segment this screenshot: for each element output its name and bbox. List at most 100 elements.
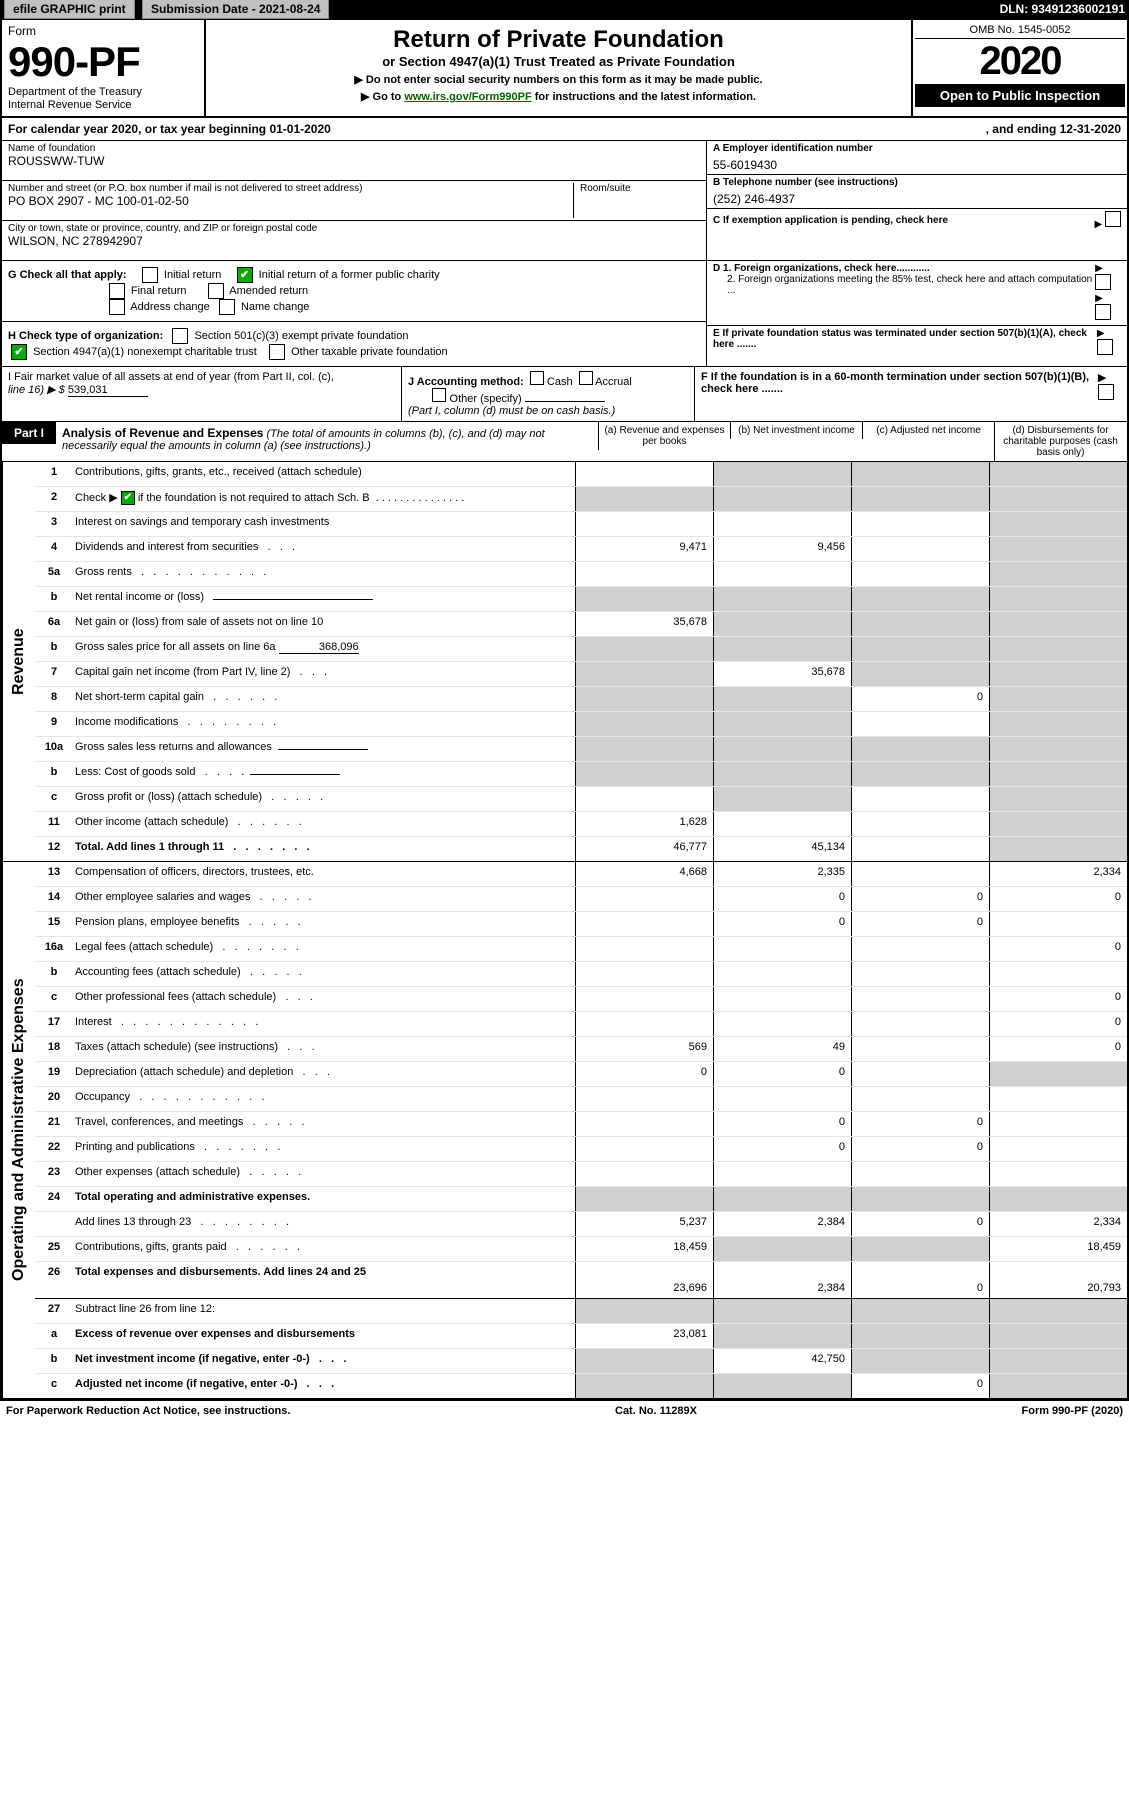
l27a-desc: Excess of revenue over expenses and disb… <box>73 1324 575 1348</box>
cb-d1[interactable] <box>1095 274 1111 290</box>
l13-b: 2,335 <box>713 862 851 886</box>
cb-501c3[interactable] <box>172 328 188 344</box>
d2-label: 2. Foreign organizations meeting the 85%… <box>713 274 1095 296</box>
l22-c: 0 <box>851 1137 989 1161</box>
l5a-desc: Gross rents . . . . . . . . . . . <box>73 562 575 586</box>
col-c-head: (c) Adjusted net income <box>862 422 994 439</box>
l14-d: 0 <box>989 887 1127 911</box>
l8-c: 0 <box>851 687 989 711</box>
l18-d: 0 <box>989 1037 1127 1061</box>
open-public: Open to Public Inspection <box>915 84 1125 107</box>
l25-a: 18,459 <box>575 1237 713 1261</box>
l19-b: 0 <box>713 1062 851 1086</box>
l25-d: 18,459 <box>989 1237 1127 1261</box>
submission-btn[interactable]: Submission Date - 2021-08-24 <box>142 0 329 19</box>
note2-pre: ▶ Go to <box>361 91 404 103</box>
l10c-desc: Gross profit or (loss) (attach schedule)… <box>73 787 575 811</box>
l17-d: 0 <box>989 1012 1127 1036</box>
cb-final-return[interactable] <box>109 283 125 299</box>
h-row: H Check type of organization: Section 50… <box>2 322 706 366</box>
l27b-b: 42,750 <box>713 1349 851 1373</box>
h-o3: Other taxable private foundation <box>291 346 448 358</box>
g-o4: Amended return <box>229 285 308 297</box>
cb-4947[interactable]: ✔ <box>11 344 27 360</box>
cal-year-begin: For calendar year 2020, or tax year begi… <box>8 122 331 136</box>
form-subtitle: or Section 4947(a)(1) Trust Treated as P… <box>212 54 905 69</box>
l12-b: 45,134 <box>713 837 851 861</box>
l20-desc: Occupancy . . . . . . . . . . . <box>73 1087 575 1111</box>
dln-label: DLN: 93491236002191 <box>1000 2 1125 16</box>
cb-cash[interactable] <box>530 371 544 385</box>
city-label: City or town, state or province, country… <box>8 223 700 234</box>
l6b-desc: Gross sales price for all assets on line… <box>73 637 575 661</box>
h-o2: Section 4947(a)(1) nonexempt charitable … <box>33 346 257 358</box>
i-line16: line 16) ▶ $ <box>8 384 65 396</box>
opex-label: Operating and Administrative Expenses <box>2 862 35 1398</box>
l14-desc: Other employee salaries and wages . . . … <box>73 887 575 911</box>
cb-sch-b[interactable]: ✔ <box>121 491 135 505</box>
l19-desc: Depreciation (attach schedule) and deple… <box>73 1062 575 1086</box>
cb-d2[interactable] <box>1095 304 1111 320</box>
l4-desc: Dividends and interest from securities .… <box>73 537 575 561</box>
form-prefix: Form <box>8 24 198 38</box>
form-number: 990-PF <box>8 38 198 86</box>
l1-desc: Contributions, gifts, grants, etc., rece… <box>73 462 575 486</box>
l19-a: 0 <box>575 1062 713 1086</box>
exemption-checkbox[interactable] <box>1105 211 1121 227</box>
col-d-head: (d) Disbursements for charitable purpose… <box>994 422 1126 461</box>
l26-desc: Total expenses and disbursements. Add li… <box>73 1262 575 1298</box>
form-title: Return of Private Foundation <box>212 26 905 54</box>
cb-other-method[interactable] <box>432 388 446 402</box>
g-o2: Initial return of a former public charit… <box>259 269 440 281</box>
cb-e[interactable] <box>1097 339 1113 355</box>
l26-c: 0 <box>851 1262 989 1298</box>
instructions-link[interactable]: www.irs.gov/Form990PF <box>404 91 531 103</box>
l6a-desc: Net gain or (loss) from sale of assets n… <box>73 612 575 636</box>
cb-other-taxable[interactable] <box>269 344 285 360</box>
cb-address-change[interactable] <box>109 299 125 315</box>
l27c-desc: Adjusted net income (if negative, enter … <box>73 1374 575 1398</box>
l13-a: 4,668 <box>575 862 713 886</box>
e-label: E If private foundation status was termi… <box>713 328 1097 358</box>
omb-number: OMB No. 1545-0052 <box>915 22 1125 39</box>
l8-desc: Net short-term capital gain . . . . . . <box>73 687 575 711</box>
tax-year: 2020 <box>915 39 1125 84</box>
city-val: WILSON, NC 278942907 <box>8 234 700 248</box>
j-label: J Accounting method: <box>408 376 524 388</box>
l6a-a: 35,678 <box>575 612 713 636</box>
l24-a: 5,237 <box>575 1212 713 1236</box>
l13-desc: Compensation of officers, directors, tru… <box>73 862 575 886</box>
addr-val: PO BOX 2907 - MC 100-01-02-50 <box>8 194 573 208</box>
g-o1: Initial return <box>164 269 221 281</box>
ein-val: 55-6019430 <box>713 154 1121 172</box>
calendar-year-row: For calendar year 2020, or tax year begi… <box>2 118 1127 141</box>
l21-b: 0 <box>713 1112 851 1136</box>
cb-initial-return[interactable] <box>142 267 158 283</box>
cb-amended-return[interactable] <box>208 283 224 299</box>
cb-name-change[interactable] <box>219 299 235 315</box>
l4-b: 9,456 <box>713 537 851 561</box>
g-o3: Final return <box>131 285 187 297</box>
cb-accrual[interactable] <box>579 371 593 385</box>
i-label: I Fair market value of all assets at end… <box>8 371 334 383</box>
l18-desc: Taxes (attach schedule) (see instruction… <box>73 1037 575 1061</box>
l24-desc: Total operating and administrative expen… <box>73 1187 575 1211</box>
l24-b: 2,384 <box>713 1212 851 1236</box>
dept-1: Department of the Treasury <box>8 86 198 99</box>
cb-initial-former[interactable]: ✔ <box>237 267 253 283</box>
l16a-desc: Legal fees (attach schedule) . . . . . .… <box>73 937 575 961</box>
i-val: 539,031 <box>68 384 148 397</box>
l11-desc: Other income (attach schedule) . . . . .… <box>73 812 575 836</box>
l14-b: 0 <box>713 887 851 911</box>
l24-d: 2,334 <box>989 1212 1127 1236</box>
top-banner: efile GRAPHIC print Submission Date - 20… <box>0 0 1129 18</box>
l23-desc: Other expenses (attach schedule) . . . .… <box>73 1162 575 1186</box>
l26-a: 23,696 <box>575 1262 713 1298</box>
g-o6: Name change <box>241 301 310 313</box>
cb-f[interactable] <box>1098 384 1114 400</box>
note-2: ▶ Go to www.irs.gov/Form990PF for instru… <box>212 90 905 103</box>
d1-label: D 1. Foreign organizations, check here..… <box>713 263 1095 274</box>
exemption-pending-label: C If exemption application is pending, c… <box>713 215 948 226</box>
l14-c: 0 <box>851 887 989 911</box>
efile-btn[interactable]: efile GRAPHIC print <box>4 0 135 19</box>
